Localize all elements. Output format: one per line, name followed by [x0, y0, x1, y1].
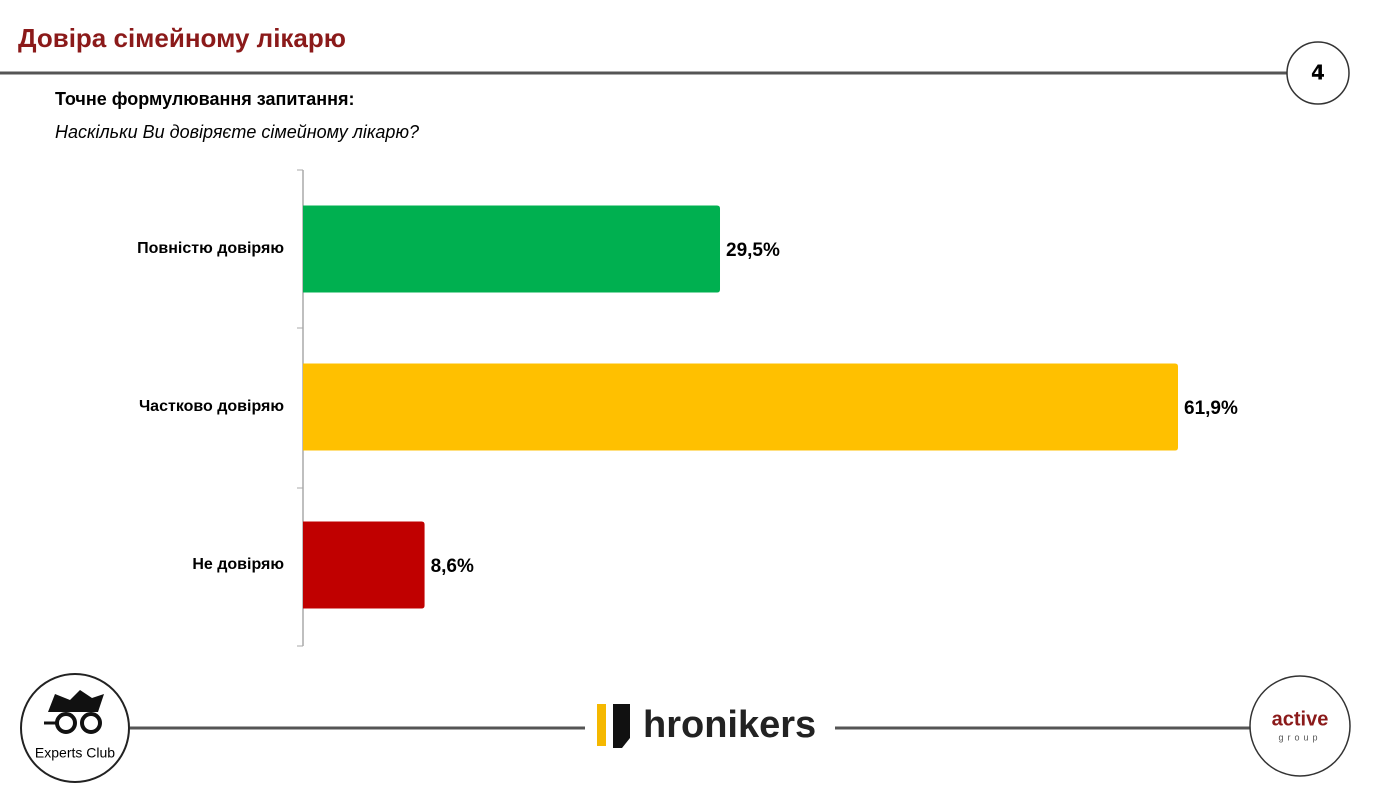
- bar: [303, 205, 721, 293]
- hronikers-mark: [613, 704, 630, 748]
- logo-glasses: [80, 712, 102, 734]
- logo-hair: [48, 690, 104, 712]
- group-text: group: [1278, 732, 1321, 742]
- active-text: active: [1272, 708, 1329, 730]
- experts-club-text: Experts Club: [35, 745, 115, 761]
- hronikers-text: hronikers: [643, 704, 816, 746]
- category-label: Повністю довіряю: [137, 240, 284, 257]
- question-label: Точне формулювання запитання:: [55, 89, 354, 109]
- question-text: Наскільки Ви довіряєте сімейному лікарю?: [55, 122, 419, 142]
- plot: Повністю довіряю 29,5% Частково довіряю 61,…: [137, 169, 1238, 647]
- value-label: 61,9%: [1184, 398, 1238, 419]
- bar: [303, 521, 425, 609]
- category-label: Частково довіряю: [139, 398, 284, 415]
- hronikers-mark: [597, 704, 606, 746]
- slide-title: Довіра сімейному лікарю: [18, 23, 346, 53]
- page-number: 4: [1311, 61, 1325, 85]
- bar: [303, 363, 1178, 451]
- page-badge: [1286, 41, 1350, 105]
- value-label: 8,6%: [431, 556, 474, 577]
- value-label: 29,5%: [726, 240, 780, 261]
- category-label: Не довіряю: [192, 556, 284, 573]
- active-group-logo: [1249, 675, 1351, 777]
